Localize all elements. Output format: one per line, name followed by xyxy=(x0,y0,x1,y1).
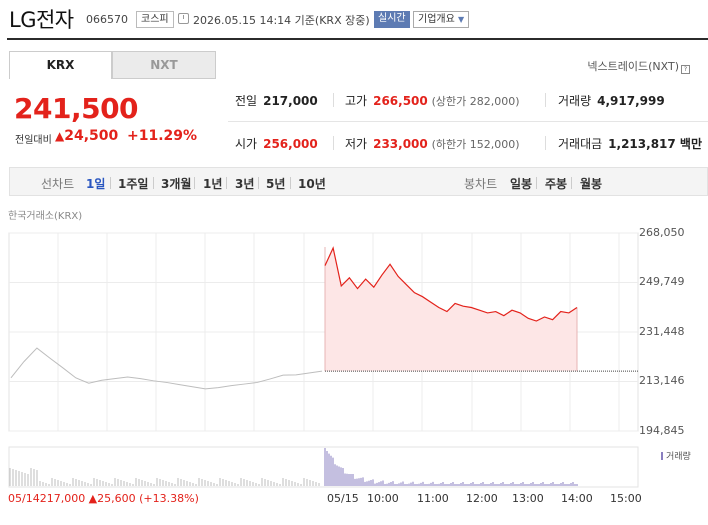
period-1d[interactable]: 1일 xyxy=(86,177,106,191)
stat-value: 233,000 xyxy=(373,137,428,151)
company-overview-label: 기업개요 xyxy=(418,14,455,25)
stat-label: 시가 xyxy=(235,137,258,151)
period-5y[interactable]: 5년 xyxy=(266,177,286,191)
stat-value: 256,000 xyxy=(263,137,318,151)
y-tick-label: 213,146 xyxy=(639,374,685,387)
realtime-button[interactable]: 실시간 xyxy=(374,11,410,28)
volume-frame xyxy=(8,446,639,488)
candle-daily[interactable]: 일봉 xyxy=(510,177,533,191)
stat-value: 266,500 xyxy=(373,94,428,108)
stat-label: 전일 xyxy=(235,94,258,108)
divider xyxy=(153,177,154,189)
lower-limit: (하한가 152,000) xyxy=(431,138,520,151)
stats-divider xyxy=(228,121,708,122)
divider xyxy=(545,136,546,150)
candle-weekly[interactable]: 주봉 xyxy=(545,177,568,191)
period-1y[interactable]: 1년 xyxy=(203,177,223,191)
tab-krx[interactable]: KRX xyxy=(9,51,112,79)
y-tick-label: 194,845 xyxy=(639,424,685,437)
stat-label: 거래대금 xyxy=(558,137,603,151)
header-divider xyxy=(7,38,708,40)
x-tick-label: 13:00 xyxy=(512,492,544,505)
page-header: LG전자 066570 코스피 2026.05.15 14:14 기준(KRX … xyxy=(0,0,708,38)
prev-day-line xyxy=(10,347,323,390)
divider xyxy=(194,177,195,189)
divider xyxy=(571,177,572,189)
divider xyxy=(258,177,259,189)
divider xyxy=(545,93,546,107)
clock-icon xyxy=(178,13,189,24)
stat-low: 저가 233,000 (하한가 152,000) xyxy=(345,135,520,152)
period-toolbar: 선차트 1일 1주일 3개월 1년 3년 5년 10년 봉차트 일봉 주봉 월봉 xyxy=(9,167,708,196)
help-icon[interactable]: ? xyxy=(681,65,690,74)
stat-value: 4,917,999 xyxy=(597,94,665,108)
stat-trade-value: 거래대금 1,213,817 백만 xyxy=(558,135,702,152)
stat-value: 1,213,817 백만 xyxy=(608,137,702,151)
divider xyxy=(226,177,227,189)
price-change-value: 24,500 xyxy=(64,128,119,144)
divider xyxy=(290,177,291,189)
chart-source: 한국거래소(KRX) xyxy=(8,211,83,222)
x-tick-label: 12:00 xyxy=(466,492,498,505)
tab-nxt[interactable]: NXT xyxy=(112,51,216,79)
stat-label: 거래량 xyxy=(558,94,592,108)
current-price: 241,500 xyxy=(14,92,139,125)
divider xyxy=(536,177,537,189)
stat-label: 저가 xyxy=(345,137,368,151)
stat-volume: 거래량 4,917,999 xyxy=(558,92,665,109)
y-tick-label: 231,448 xyxy=(639,325,685,338)
divider xyxy=(333,93,334,107)
period-10y[interactable]: 10년 xyxy=(298,177,326,191)
nextrade-link-label: 넥스트레이드(NXT) xyxy=(587,60,679,73)
y-tick-label: 268,050 xyxy=(639,226,685,239)
x-tick-label: 10:00 xyxy=(367,492,399,505)
price-change: ▲24,500 xyxy=(55,128,118,144)
y-tick-label: 249,749 xyxy=(639,275,685,288)
stock-code: 066570 xyxy=(86,13,128,26)
today-area xyxy=(325,248,577,372)
stat-prev-close: 전일 217,000 xyxy=(235,92,318,109)
x-tick-label: 14:00 xyxy=(561,492,593,505)
x-tick-label: 11:00 xyxy=(417,492,449,505)
candle-chart-label: 봉차트 xyxy=(464,177,498,191)
stock-name: LG전자 xyxy=(9,8,74,32)
line-chart-label: 선차트 xyxy=(41,177,75,191)
volume-legend: 거래량 xyxy=(661,449,691,462)
today-line xyxy=(324,246,578,322)
stat-high: 고가 266,500 (상한가 282,000) xyxy=(345,92,520,109)
stat-open: 시가 256,000 xyxy=(235,135,318,152)
candle-monthly[interactable]: 월봉 xyxy=(580,177,603,191)
divider xyxy=(333,136,334,150)
x-tick-label: 15:00 xyxy=(610,492,642,505)
up-triangle-icon: ▲ xyxy=(55,129,65,143)
upper-limit: (상한가 282,000) xyxy=(431,95,520,108)
change-label: 전일대비 xyxy=(15,135,52,146)
stat-label: 고가 xyxy=(345,94,368,108)
chevron-down-icon: ▼ xyxy=(458,15,465,24)
period-3y[interactable]: 3년 xyxy=(235,177,255,191)
period-1w[interactable]: 1주일 xyxy=(118,177,149,191)
price-change-percent: +11.29% xyxy=(127,128,198,144)
stat-value: 217,000 xyxy=(263,94,318,108)
market-badge: 코스피 xyxy=(136,11,174,28)
quote-datetime: 2026.05.15 14:14 기준(KRX 장중) xyxy=(193,14,370,27)
x-tick-label: 05/15 xyxy=(327,492,359,505)
period-3m[interactable]: 3개월 xyxy=(161,177,192,191)
divider xyxy=(110,177,111,189)
nextrade-link[interactable]: 넥스트레이드(NXT)? xyxy=(587,58,690,74)
prev-day-summary: 05/14217,000 ▲25,600 (+13.38%) xyxy=(8,492,199,505)
company-overview-dropdown[interactable]: 기업개요 ▼ xyxy=(413,11,470,28)
